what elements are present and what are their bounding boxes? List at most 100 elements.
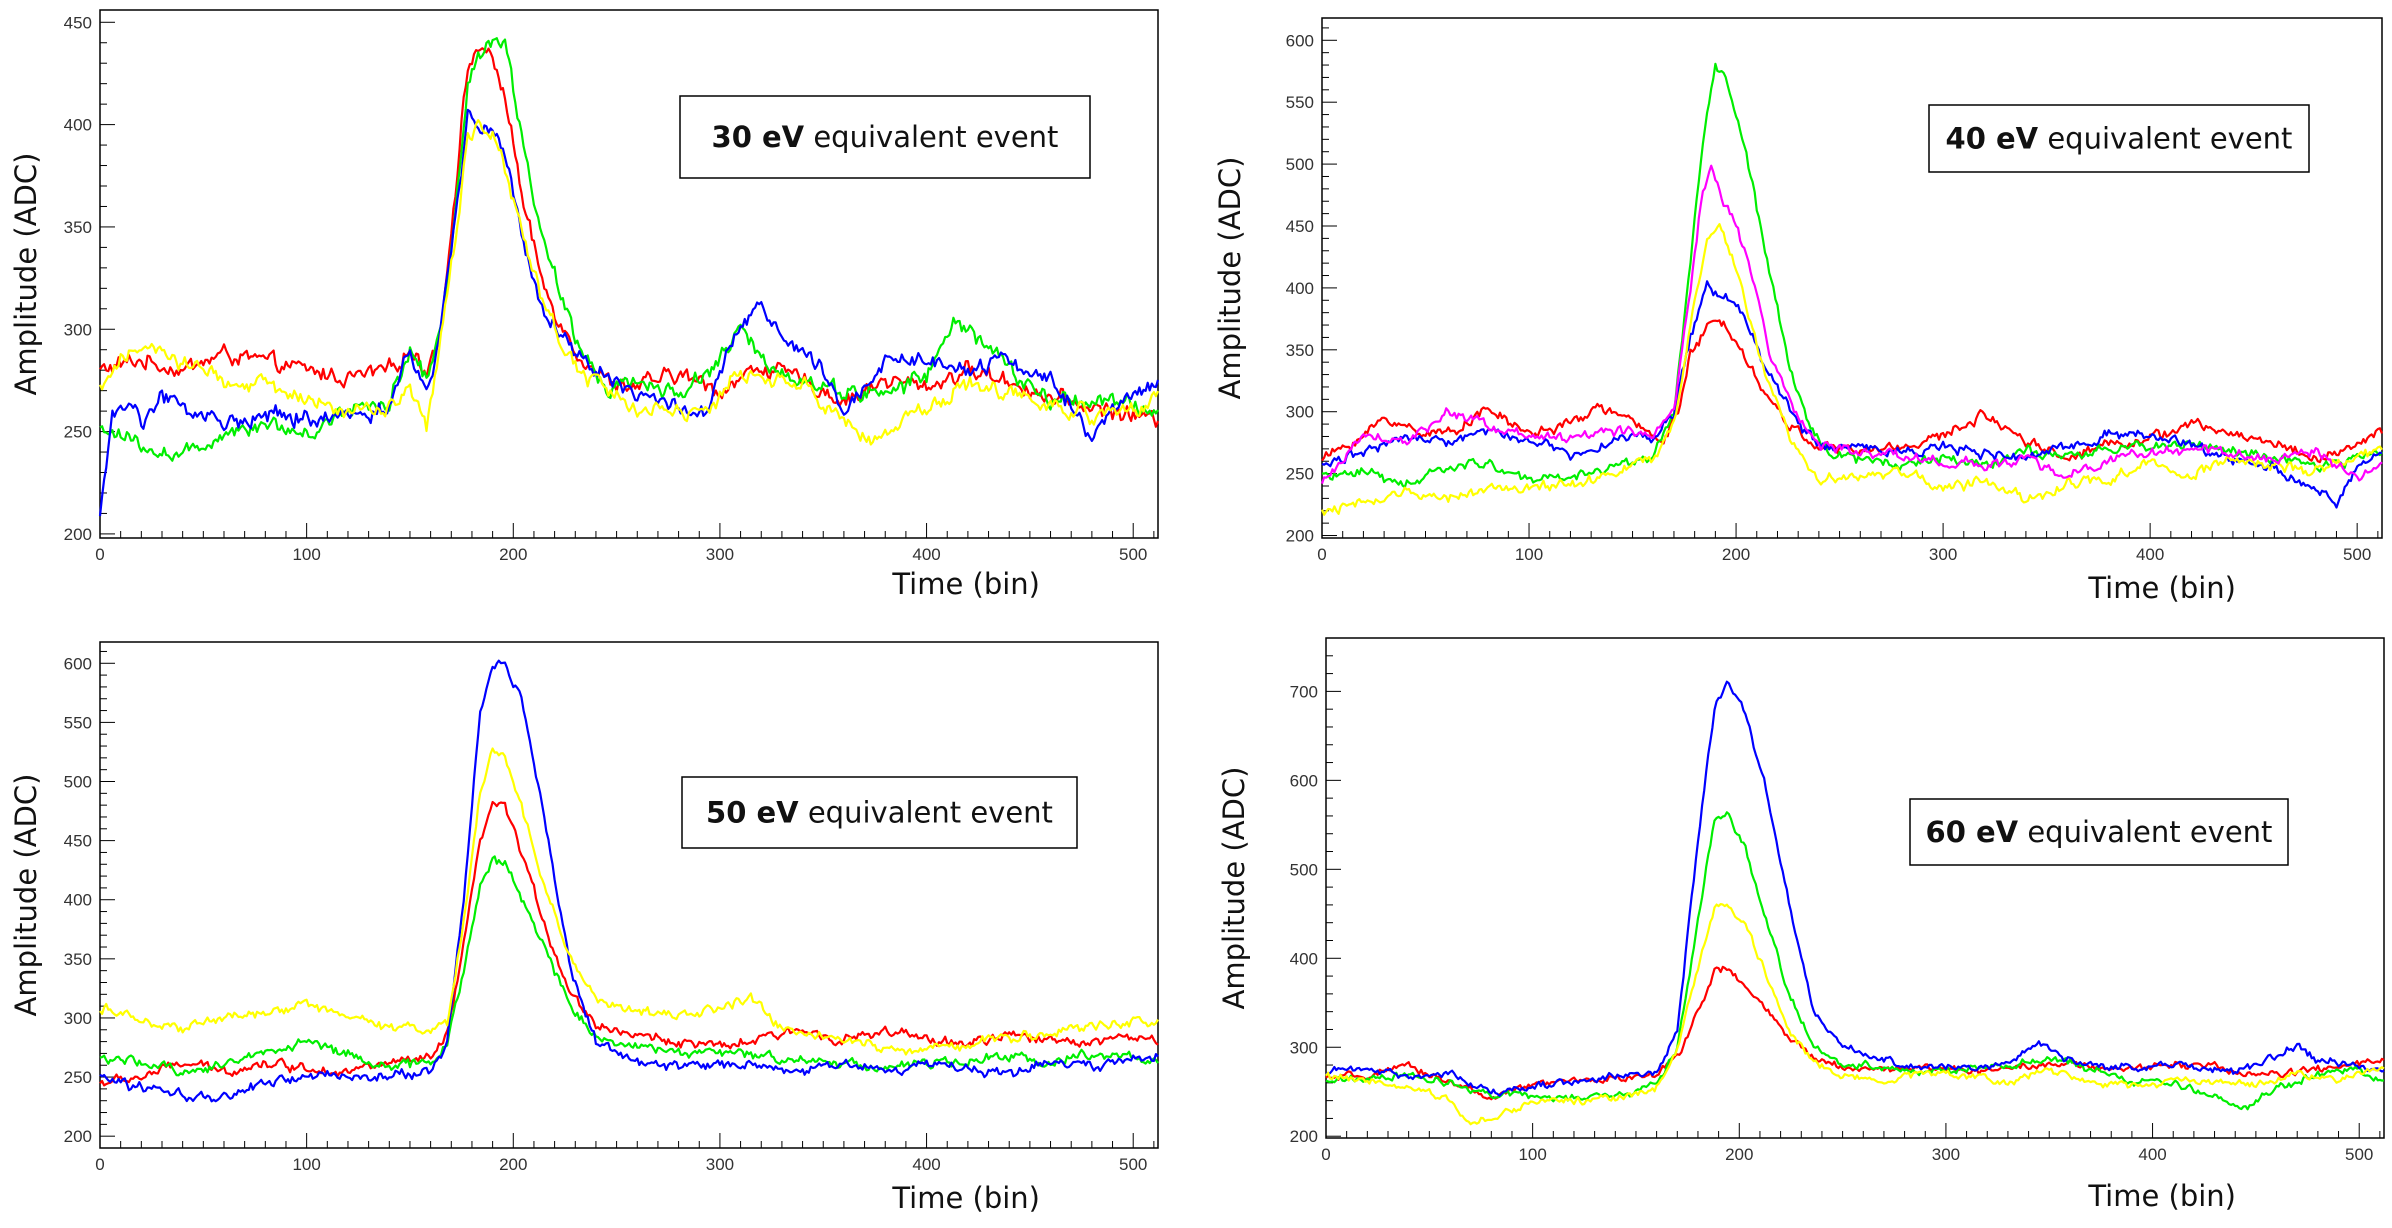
y-tick-label: 600 bbox=[64, 654, 92, 673]
y-tick-label: 200 bbox=[64, 1127, 92, 1146]
series-line-1 bbox=[99, 855, 1159, 1077]
x-tick-label: 200 bbox=[499, 1155, 527, 1174]
series-line-2 bbox=[98, 108, 1160, 517]
annotation-suffix: equivalent event bbox=[2038, 122, 2292, 156]
y-tick-label: 550 bbox=[1286, 93, 1314, 112]
plot-frame bbox=[99, 9, 1159, 539]
series-line-3 bbox=[99, 119, 1160, 446]
y-tick-label: 350 bbox=[64, 218, 92, 237]
x-tick-label: 400 bbox=[912, 1155, 940, 1174]
y-tick-label: 700 bbox=[1290, 682, 1318, 701]
annotation-suffix: equivalent event bbox=[799, 796, 1053, 830]
x-tick-label: 500 bbox=[1119, 1155, 1147, 1174]
x-tick-label: 300 bbox=[706, 545, 734, 564]
y-tick-label: 250 bbox=[64, 1068, 92, 1087]
series-line-2 bbox=[99, 659, 1159, 1103]
y-ticks: 200 250 300 350 400 450 500 550 600 bbox=[64, 650, 115, 1149]
chart-panel-50ev: 0 100 200 300 400 500 200 250 300 350 400 450 500 550… bbox=[0, 614, 1196, 1228]
annotation-text: 30 eV equivalent event bbox=[712, 120, 1059, 154]
y-tick-label: 400 bbox=[1290, 949, 1318, 968]
series-line-4 bbox=[1320, 164, 2383, 484]
y-tick-label: 300 bbox=[64, 1009, 92, 1028]
series-line-0 bbox=[99, 47, 1160, 428]
chart-60ev: 0 100 200 300 400 500 200 300 400 500 600 700 60 eV … bbox=[1217, 637, 2385, 1213]
x-tick-label: 0 bbox=[95, 545, 104, 564]
y-tick-label: 400 bbox=[64, 891, 92, 910]
x-tick-label: 100 bbox=[292, 545, 320, 564]
annotation-box bbox=[681, 776, 1078, 849]
y-tick-label: 350 bbox=[1286, 341, 1314, 360]
series-line-3 bbox=[1325, 903, 2385, 1126]
x-tick-label: 0 bbox=[1317, 545, 1326, 564]
y-tick-label: 600 bbox=[1286, 31, 1314, 50]
x-tick-label: 100 bbox=[292, 1155, 320, 1174]
x-tick-label: 400 bbox=[2138, 1145, 2166, 1164]
plot-frame bbox=[1321, 17, 2383, 539]
x-tick-label: 500 bbox=[1119, 545, 1147, 564]
annotation-text: 40 eV equivalent event bbox=[1946, 122, 2293, 156]
y-tick-label: 550 bbox=[64, 713, 92, 732]
annotation-box bbox=[1909, 798, 2289, 866]
y-tick-label: 500 bbox=[64, 773, 92, 792]
x-tick-label: 300 bbox=[1929, 545, 1957, 564]
annotation-energy: 60 eV bbox=[1926, 815, 2019, 849]
chart-panel-30ev: 0 100 200 300 400 500 200 250 300 350 400 450 30 eV … bbox=[0, 0, 1196, 614]
y-tick-label: 200 bbox=[64, 525, 92, 544]
x-ticks: 0 100 200 300 400 500 bbox=[95, 523, 1155, 564]
annotation-box bbox=[679, 95, 1091, 179]
y-tick-label: 450 bbox=[64, 13, 92, 32]
x-axis-label: Time (bin) bbox=[2087, 1179, 2236, 1213]
y-tick-label: 400 bbox=[1286, 279, 1314, 298]
y-ticks: 200 300 400 500 600 700 bbox=[1290, 637, 1341, 1146]
x-ticks: 0 100 200 300 400 500 bbox=[1321, 1123, 2381, 1164]
y-tick-label: 200 bbox=[1286, 527, 1314, 546]
x-axis-label: Time (bin) bbox=[891, 1181, 1040, 1215]
annotation-box bbox=[1928, 104, 2310, 173]
y-axis-label: Amplitude (ADC) bbox=[9, 774, 43, 1017]
annotation-text: 60 eV equivalent event bbox=[1926, 815, 2273, 849]
x-tick-label: 0 bbox=[95, 1155, 104, 1174]
x-tick-label: 100 bbox=[1518, 1145, 1546, 1164]
series-line-0 bbox=[1321, 319, 2384, 464]
y-tick-label: 200 bbox=[1290, 1127, 1318, 1146]
y-axis-label: Amplitude (ADC) bbox=[9, 153, 43, 396]
y-tick-label: 450 bbox=[1286, 217, 1314, 236]
x-axis-label: Time (bin) bbox=[2087, 571, 2236, 605]
plot-frame bbox=[1325, 637, 2385, 1139]
y-tick-label: 250 bbox=[1286, 465, 1314, 484]
series-group bbox=[99, 659, 1159, 1103]
series-group bbox=[1325, 680, 2385, 1126]
y-tick-label: 500 bbox=[1290, 860, 1318, 879]
x-tick-label: 200 bbox=[1725, 1145, 1753, 1164]
annotation-suffix: equivalent event bbox=[2018, 815, 2272, 849]
x-tick-label: 500 bbox=[2343, 545, 2371, 564]
x-tick-label: 500 bbox=[2345, 1145, 2373, 1164]
x-tick-label: 100 bbox=[1515, 545, 1543, 564]
series-group bbox=[98, 37, 1160, 517]
annotation-text: 50 eV equivalent event bbox=[706, 796, 1053, 830]
x-tick-label: 400 bbox=[2136, 545, 2164, 564]
x-ticks: 0 100 200 300 400 500 bbox=[1317, 523, 2379, 564]
annotation-energy: 50 eV bbox=[706, 796, 799, 830]
x-tick-label: 300 bbox=[1932, 1145, 1960, 1164]
annotation-energy: 40 eV bbox=[1946, 122, 2039, 156]
y-tick-label: 300 bbox=[1290, 1038, 1318, 1057]
chart-30ev: 0 100 200 300 400 500 200 250 300 350 400 450 30 eV … bbox=[9, 9, 1160, 601]
y-tick-label: 600 bbox=[1290, 771, 1318, 790]
y-axis-label: Amplitude (ADC) bbox=[1217, 767, 1251, 1010]
annotation-suffix: equivalent event bbox=[804, 120, 1058, 154]
chart-panel-60ev: 0 100 200 300 400 500 200 300 400 500 600 700 60 eV … bbox=[1196, 614, 2392, 1228]
y-tick-label: 400 bbox=[64, 116, 92, 135]
y-tick-label: 500 bbox=[1286, 155, 1314, 174]
series-group bbox=[1320, 62, 2384, 516]
y-axis-label: Amplitude (ADC) bbox=[1213, 157, 1247, 400]
x-axis-label: Time (bin) bbox=[891, 567, 1040, 601]
annotation-energy: 30 eV bbox=[712, 120, 805, 154]
y-tick-label: 350 bbox=[64, 950, 92, 969]
series-line-3 bbox=[99, 747, 1159, 1056]
y-ticks: 200 250 300 350 400 450 500 550 600 bbox=[1286, 27, 1337, 546]
x-tick-label: 200 bbox=[1722, 545, 1750, 564]
series-line-2 bbox=[1325, 680, 2385, 1097]
y-tick-label: 300 bbox=[64, 320, 92, 339]
y-tick-label: 250 bbox=[64, 423, 92, 442]
